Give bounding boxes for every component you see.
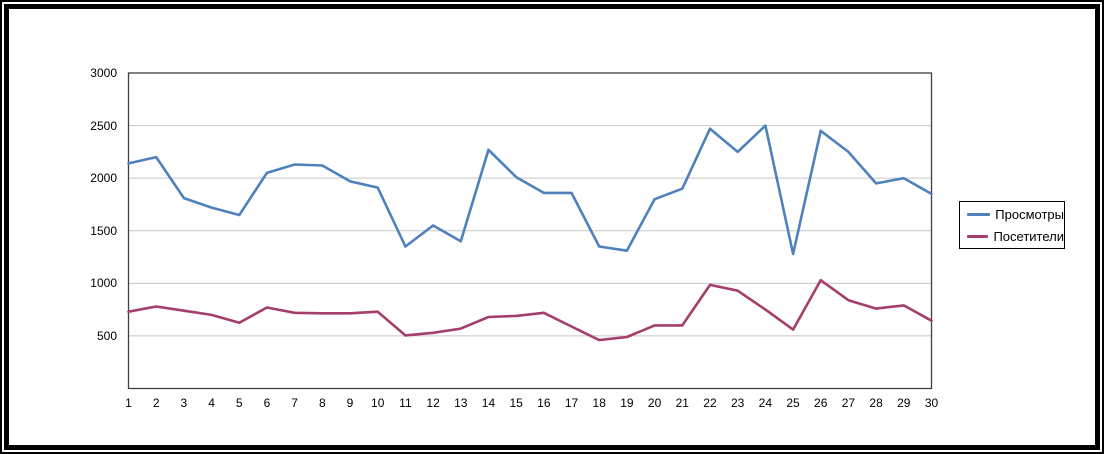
series-line-visitors[interactable]	[127, 278, 933, 342]
y-tick-label: 1500	[90, 223, 117, 238]
x-tick-label: 19	[620, 396, 634, 410]
legend-label-views: Просмотры	[995, 206, 1064, 222]
x-tick-label: 26	[814, 396, 828, 410]
x-tick-label: 9	[346, 396, 354, 410]
x-tick-label: 17	[564, 396, 579, 410]
x-tick-label: 6	[263, 396, 271, 410]
x-tick-label: 2	[152, 396, 160, 410]
y-tick-label: 500	[96, 328, 117, 343]
x-tick-label: 28	[869, 396, 883, 410]
legend-item-views[interactable]: Просмотры	[967, 207, 1064, 222]
x-tick-label: 10	[371, 396, 385, 410]
x-tick-label: 30	[924, 396, 939, 410]
views-line-sample-icon	[967, 212, 991, 216]
x-tick-label: 14	[481, 396, 496, 410]
x-tick-label: 29	[897, 396, 911, 410]
x-tick-label: 15	[509, 396, 523, 410]
x-tick-label: 21	[675, 396, 689, 410]
x-tick-label: 24	[758, 396, 773, 410]
y-tick-label: 2500	[90, 118, 117, 133]
x-tick-label: 25	[786, 396, 800, 410]
x-tick-label: 16	[537, 396, 551, 410]
y-tick-label: 1000	[90, 276, 117, 291]
x-tick-label: 1	[125, 396, 132, 410]
plot-border	[127, 72, 933, 390]
legend[interactable]: Просмотры Посетители	[959, 201, 1065, 249]
x-tick-label: 12	[426, 396, 440, 410]
x-tick-label: 7	[291, 396, 298, 410]
x-tick-label: 4	[208, 396, 215, 410]
x-tick-label: 13	[454, 396, 468, 410]
x-tick-label: 20	[647, 396, 662, 410]
y-tick-label: 2000	[90, 171, 117, 186]
x-tick-label: 5	[235, 396, 243, 410]
x-tick-label: 27	[841, 396, 856, 410]
x-tick-label: 3	[180, 396, 188, 410]
legend-item-visitors[interactable]: Посетители	[967, 229, 1064, 244]
y-tick-label: 3000	[90, 66, 117, 80]
x-tick-label: 11	[399, 396, 412, 410]
legend-label-visitors: Посетители	[993, 228, 1064, 244]
x-tick-label: 18	[592, 396, 606, 410]
x-tick-label: 8	[318, 396, 326, 410]
x-tick-label: 22	[703, 396, 717, 410]
visitors-line-sample-icon	[967, 234, 989, 238]
x-tick-label: 23	[730, 396, 745, 410]
series-line-views[interactable]	[127, 124, 933, 256]
